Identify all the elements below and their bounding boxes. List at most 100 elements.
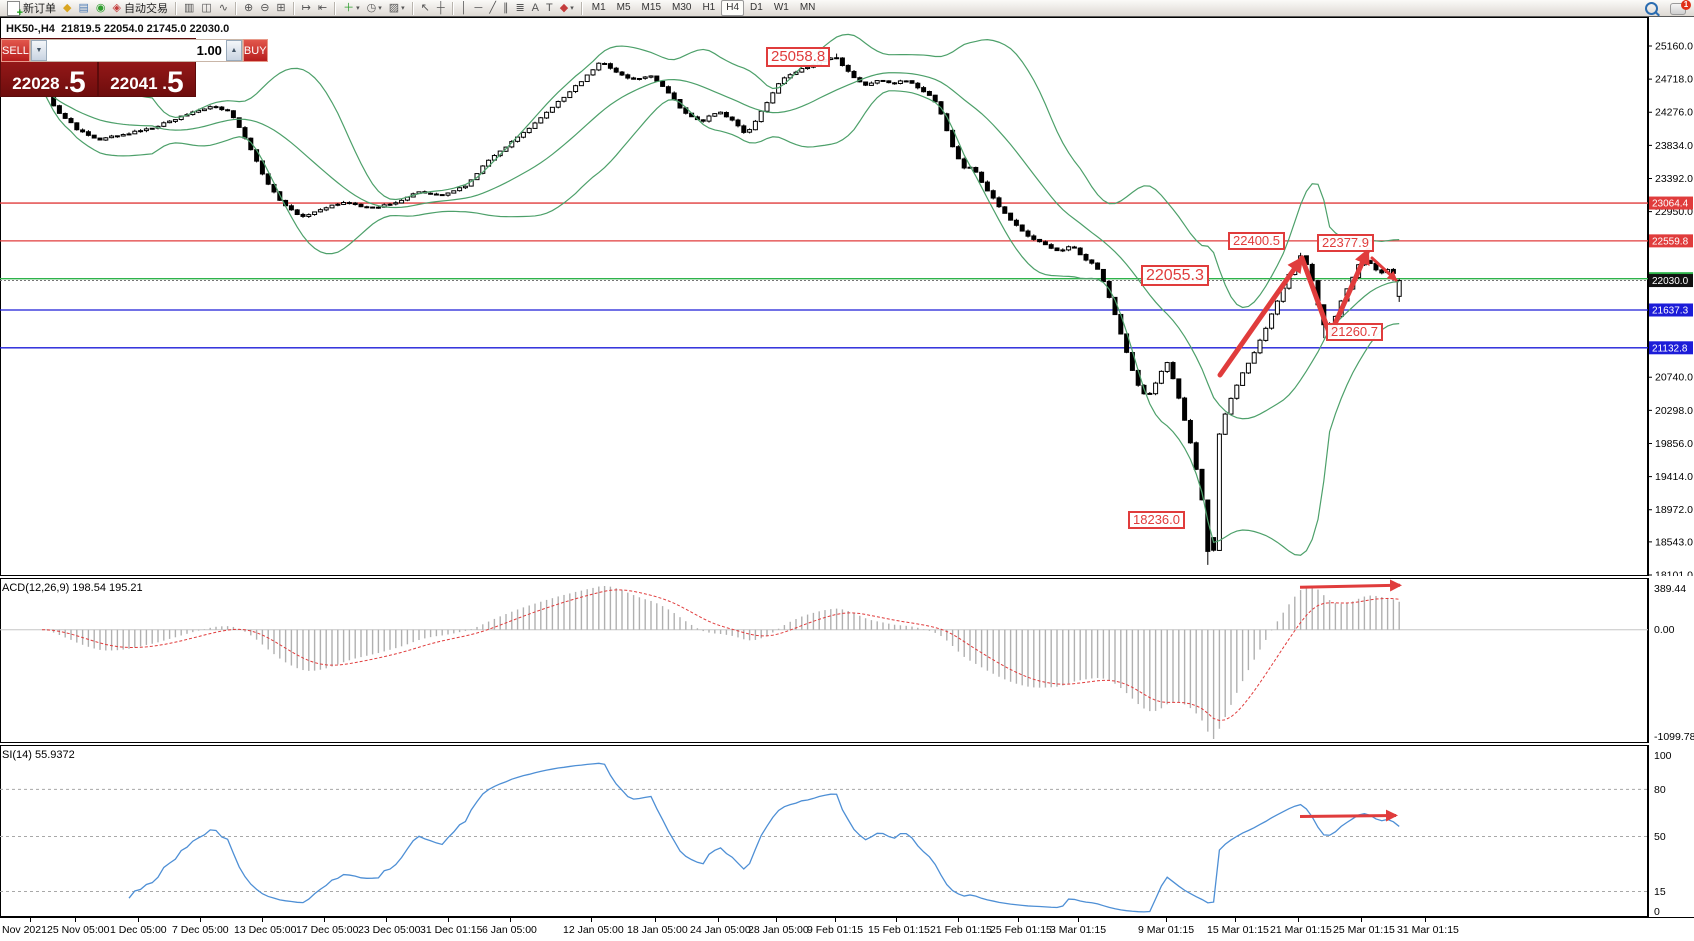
volume-decrease-button[interactable]: ▼ (30, 40, 47, 61)
time-label: 9 Feb 01:15 (807, 924, 864, 936)
price-annotation-21260.7[interactable]: 21260.7 (1326, 323, 1383, 342)
volume-input[interactable] (46, 40, 226, 61)
line-chart-button[interactable]: ∿ (216, 1, 231, 16)
price-tick-label: 19414.0 (1655, 471, 1693, 483)
bar-chart-icon: ▥ (183, 1, 195, 14)
price-annotation-18236.0[interactable]: 18236.0 (1128, 511, 1185, 530)
time-label: 23 Dec 05:00 (358, 924, 421, 936)
price-badge-21132.8: 21132.8 (1652, 343, 1688, 354)
text-button[interactable]: A (529, 1, 542, 16)
signals-button[interactable]: ◉ (93, 1, 109, 16)
add-indicator-dropdown-caret: ▾ (356, 5, 360, 12)
text-label-button[interactable]: T (543, 1, 556, 16)
zoom-out-icon: ⊖ (260, 1, 270, 14)
chart-shift-button[interactable]: ⇤ (315, 1, 330, 16)
auto-scroll-button[interactable]: ↦ (299, 1, 314, 16)
timeframe-W1[interactable]: W1 (773, 2, 789, 13)
toolbar-separator (580, 1, 583, 15)
time-label: 15 Feb 01:15 (868, 924, 930, 936)
auto-trading-label: 自动交易 (123, 3, 168, 15)
macd-canvas[interactable]: ACD(12,26,9) 198.54 195.21 389.44 0.00 -109… (0, 578, 1694, 743)
equidistant-channel-button[interactable]: ∥ (500, 1, 512, 16)
price-annotation-22055.3[interactable]: 22055.3 (1141, 265, 1209, 287)
buy-price[interactable]: 22041 .5 (110, 66, 184, 99)
time-label: 15 Mar 01:15 (1207, 924, 1269, 936)
pane-splitter[interactable] (0, 576, 1694, 578)
zoom-out-button[interactable]: ⊖ (257, 1, 272, 16)
time-label: 7 Dec 05:00 (172, 924, 229, 936)
price-annotation-22400.5[interactable]: 22400.5 (1228, 232, 1285, 251)
timeframe-M1[interactable]: M1 (591, 2, 606, 13)
time-tick (448, 918, 449, 922)
templates-dropdown-caret: ▾ (401, 5, 405, 12)
price-annotation-22377.9[interactable]: 22377.9 (1317, 234, 1374, 253)
symbol-ohlc-values: 21819.5 22054.0 21745.0 22030.0 (61, 23, 230, 35)
time-label: 25 Feb 01:15 (990, 924, 1052, 936)
macd-pane[interactable]: ACD(12,26,9) 198.54 195.21 389.44 0.00 -109… (0, 578, 1694, 743)
sell-button[interactable]: SELL (1, 39, 30, 62)
time-label: 13 Dec 05:00 (234, 924, 297, 936)
bar-chart-button[interactable]: ▥ (181, 1, 197, 16)
timeframe-H1[interactable]: H1 (702, 2, 716, 13)
toolbar-separator (234, 1, 237, 15)
time-label: 28 Jan 05:00 (748, 924, 809, 936)
timeframe-MN[interactable]: MN (799, 2, 816, 13)
new-order-button[interactable]: 新订单 (4, 0, 59, 19)
time-label: 9 Mar 01:15 (1138, 924, 1195, 936)
horizontal-line-button[interactable]: ─ (472, 1, 486, 16)
time-label: Nov 2021 (2, 924, 47, 936)
pane-splitter[interactable] (0, 743, 1694, 745)
zoom-in-button[interactable]: ⊕ (241, 1, 256, 16)
rsi-pane[interactable]: SI(14) 55.9372 100 80 50 15 0 (0, 745, 1694, 917)
templates-button[interactable]: ▨ ▾ (386, 1, 408, 16)
rsi-axis-50: 50 (1654, 831, 1666, 843)
time-label: 12 Jan 05:00 (563, 924, 624, 936)
price-tick-label: 24276.0 (1655, 107, 1693, 119)
trendline-button[interactable]: ╱ (486, 1, 499, 16)
market-depth-button[interactable]: ▤ (75, 1, 91, 16)
price-tick-label: 23392.0 (1655, 173, 1693, 185)
toolbar-separator (411, 1, 414, 15)
timeframe-D1[interactable]: D1 (750, 2, 763, 13)
crosshair-button[interactable]: ┼ (434, 1, 448, 16)
arrows-button[interactable]: ◆ ▾ (557, 1, 577, 16)
macd-annotation-arrow[interactable] (1299, 579, 1402, 592)
periods-button[interactable]: ◷ ▾ (364, 1, 385, 16)
sell-price[interactable]: 22028 .5 (12, 66, 86, 99)
rsi-annotation-arrow[interactable] (1299, 809, 1398, 822)
add-indicator-button[interactable]: ＋ ▾ (340, 1, 363, 16)
rsi-axis-0: 0 (1654, 906, 1660, 917)
cursor-button[interactable]: ↖ (418, 1, 433, 16)
price-tick-label: 25160.0 (1655, 41, 1693, 53)
price-annotation-25058.8[interactable]: 25058.8 (766, 47, 831, 68)
candlesticks-button[interactable]: ◫ (198, 1, 214, 16)
macd-axis-max: 389.44 (1654, 583, 1686, 595)
metaeditor-button[interactable]: ◆ (60, 1, 74, 16)
rsi-canvas[interactable]: SI(14) 55.9372 100 80 50 15 0 (0, 745, 1694, 917)
price-tick-label: 18543.0 (1655, 536, 1693, 548)
tile-windows-button[interactable]: ⊞ (273, 1, 288, 16)
price-axis[interactable]: 25160.024718.024276.023834.023392.022950… (1648, 17, 1693, 576)
search-icon[interactable] (1645, 2, 1658, 15)
time-label: 21 Mar 01:15 (1270, 924, 1332, 936)
time-tick (1078, 918, 1079, 922)
buy-button[interactable]: BUY (242, 39, 268, 62)
candlesticks-icon: ◫ (201, 1, 212, 14)
volume-increase-button[interactable]: ▲ (225, 40, 242, 61)
time-tick (896, 918, 897, 922)
market-depth-icon: ▤ (78, 1, 89, 14)
rsi-axis-100: 100 (1654, 750, 1672, 762)
bollinger-lower (41, 88, 1400, 556)
timeframe-H4[interactable]: H4 (721, 0, 745, 16)
time-axis[interactable]: Nov 2021 25 Nov 05:00 1 Dec 05:00 7 Dec 05:… (0, 917, 1694, 941)
timeframe-M15[interactable]: M15 (641, 2, 661, 13)
vertical-line-icon: │ (460, 1, 468, 14)
main-chart-pane[interactable]: HK50-,H4 21819.5 22054.0 21745.0 22030.0… (0, 17, 1694, 576)
notifications-icon[interactable]: 1 (1670, 0, 1691, 15)
fibonacci-button[interactable]: ≣ (512, 1, 527, 16)
auto-trading-button[interactable]: ◈ 自动交易 (109, 1, 170, 16)
main-chart-canvas[interactable]: 25160.024718.024276.023834.023392.022950… (0, 17, 1694, 576)
vertical-line-button[interactable]: │ (458, 1, 471, 16)
timeframe-M30[interactable]: M30 (672, 2, 692, 13)
timeframe-M5[interactable]: M5 (616, 2, 631, 13)
